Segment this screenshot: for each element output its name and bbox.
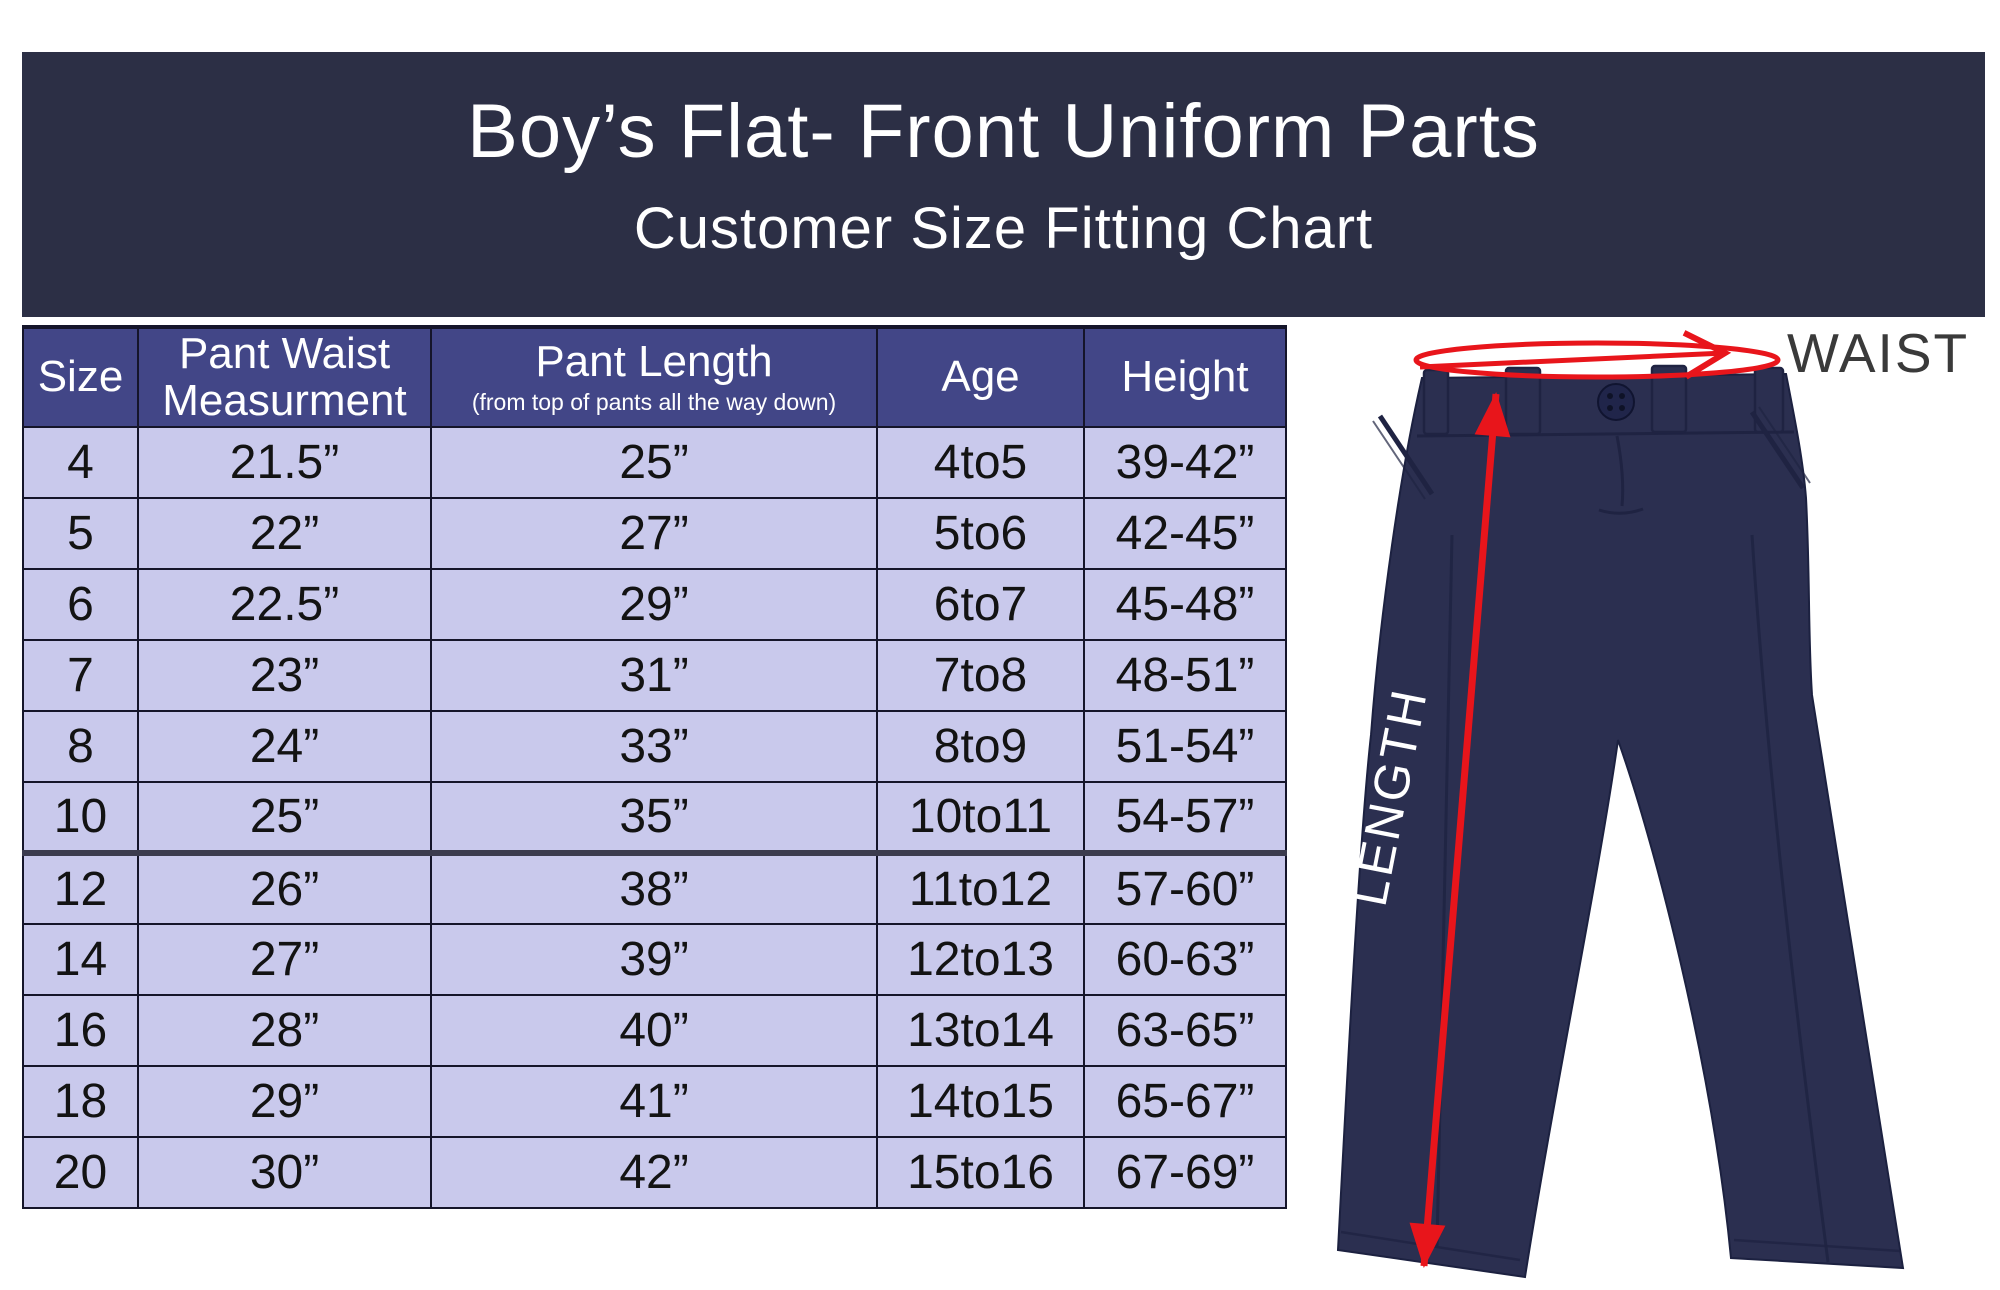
table-cell: 12 — [22, 850, 139, 925]
table-cell: 54-57” — [1083, 781, 1287, 854]
table-row-size-8: 8 24” 33” 8to9 51-54” — [22, 710, 1287, 783]
table-cell: 48-51” — [1083, 639, 1287, 712]
table-cell: 25” — [137, 781, 432, 854]
table-cell: 5to6 — [876, 497, 1085, 570]
table-row-size-20: 20 30” 42” 15to16 67-69” — [22, 1136, 1287, 1209]
table-cell: 51-54” — [1083, 710, 1287, 783]
table-row-size-6: 6 22.5” 29” 6to7 45-48” — [22, 568, 1287, 641]
table-cell: 26” — [137, 850, 432, 925]
column-header-age: Age — [876, 325, 1085, 428]
page-title: Boy’s Flat- Front Uniform Parts — [467, 89, 1540, 174]
table-row-size-7: 7 23” 31” 7to8 48-51” — [22, 639, 1287, 712]
table-row-size-10: 10 25” 35” 10to11 54-57” — [22, 781, 1287, 854]
table-cell: 31” — [430, 639, 878, 712]
table-cell: 18 — [22, 1065, 139, 1138]
table-cell: 28” — [137, 994, 432, 1067]
crease-line-right — [1750, 534, 1830, 1263]
pants-button — [1597, 383, 1635, 421]
page-subtitle: Customer Size Fitting Chart — [633, 196, 1374, 261]
table-cell: 12to13 — [876, 923, 1085, 996]
column-header-height: Height — [1083, 325, 1287, 428]
table-cell: 16 — [22, 994, 139, 1067]
table-cell: 42” — [430, 1136, 878, 1209]
table-row-size-18: 18 29” 41” 14to15 65-67” — [22, 1065, 1287, 1138]
hem-stitch-right — [1733, 1238, 1901, 1253]
table-cell: 65-67” — [1083, 1065, 1287, 1138]
table-cell: 10to11 — [876, 781, 1085, 854]
table-cell: 33” — [430, 710, 878, 783]
table-row-size-16: 16 28” 40” 13to14 63-65” — [22, 994, 1287, 1067]
table-cell: 7 — [22, 639, 139, 712]
table-cell: 22” — [137, 497, 432, 570]
table-cell: 6 — [22, 568, 139, 641]
table-cell: 27” — [137, 923, 432, 996]
waist-arrow — [1419, 330, 1732, 380]
waist-ellipse — [1413, 340, 1781, 380]
table-cell: 10 — [22, 781, 139, 854]
length-arrow — [1409, 392, 1511, 1268]
table-cell: 30” — [137, 1136, 432, 1209]
table-cell: 4to5 — [876, 426, 1085, 499]
table-cell: 15to16 — [876, 1136, 1085, 1209]
table-row-size-14: 14 27” 39” 12to13 60-63” — [22, 923, 1287, 996]
table-cell: 14to15 — [876, 1065, 1085, 1138]
pants-silhouette — [1336, 372, 1905, 1279]
table-row-size-12: 12 26” 38” 11to12 57-60” — [22, 850, 1287, 925]
table-cell: 38” — [430, 850, 878, 925]
table-cell: 11to12 — [876, 850, 1085, 925]
column-header-pant-length: Pant Length (from top of pants all the wa… — [430, 325, 878, 428]
table-cell: 27” — [430, 497, 878, 570]
banner: Boy’s Flat- Front Uniform Parts Customer… — [22, 52, 1985, 317]
table-cell: 42-45” — [1083, 497, 1287, 570]
belt-loop — [1753, 366, 1785, 434]
waist-label: WAIST — [1787, 322, 1969, 384]
table-cell: 6to7 — [876, 568, 1085, 641]
column-header-pant-waist: Pant Waist Measurment — [137, 325, 432, 428]
table-cell: 5 — [22, 497, 139, 570]
table-cell: 63-65” — [1083, 994, 1287, 1067]
belt-loop — [1422, 368, 1450, 436]
table-cell: 13to14 — [876, 994, 1085, 1067]
table-cell: 8to9 — [876, 710, 1085, 783]
table-cell: 22.5” — [137, 568, 432, 641]
table-cell: 20 — [22, 1136, 139, 1209]
fly-bottom-seam — [1598, 507, 1644, 515]
table-cell: 29” — [430, 568, 878, 641]
table-cell: 4 — [22, 426, 139, 499]
table-cell: 7to8 — [876, 639, 1085, 712]
table-cell: 41” — [430, 1065, 878, 1138]
table-cell: 24” — [137, 710, 432, 783]
pocket-seam-right-inner — [1758, 406, 1811, 484]
table-cell: 57-60” — [1083, 850, 1287, 925]
table-row-size-4: 4 21.5” 25” 4to5 39-42” — [22, 426, 1287, 499]
table-cell: 35” — [430, 781, 878, 854]
table-header-row: Size Pant Waist Measurment Pant Length (from… — [22, 325, 1287, 428]
fly-seam — [1615, 435, 1625, 507]
table-row-size-5: 5 22” 27” 5to6 42-45” — [22, 497, 1287, 570]
table-cell: 29” — [137, 1065, 432, 1138]
pants-photo: WAIST LENGTH — [1336, 322, 1969, 1279]
table-cell: 40” — [430, 994, 878, 1067]
table-cell: 25” — [430, 426, 878, 499]
table-cell: 45-48” — [1083, 568, 1287, 641]
table-cell: 23” — [137, 639, 432, 712]
table-cell: 21.5” — [137, 426, 432, 499]
table-cell: 67-69” — [1083, 1136, 1287, 1209]
table-cell: 39” — [430, 923, 878, 996]
pants-diagram: WAIST LENGTH — [1300, 320, 2000, 1290]
table-cell: 14 — [22, 923, 139, 996]
belt-loop — [1650, 364, 1688, 434]
column-header-size: Size — [22, 325, 139, 428]
table-cell: 60-63” — [1083, 923, 1287, 996]
size-chart-table: Size Pant Waist Measurment Pant Length (from… — [22, 325, 1287, 1209]
pocket-seam-right — [1749, 410, 1806, 490]
table-cell: 39-42” — [1083, 426, 1287, 499]
table-cell: 8 — [22, 710, 139, 783]
